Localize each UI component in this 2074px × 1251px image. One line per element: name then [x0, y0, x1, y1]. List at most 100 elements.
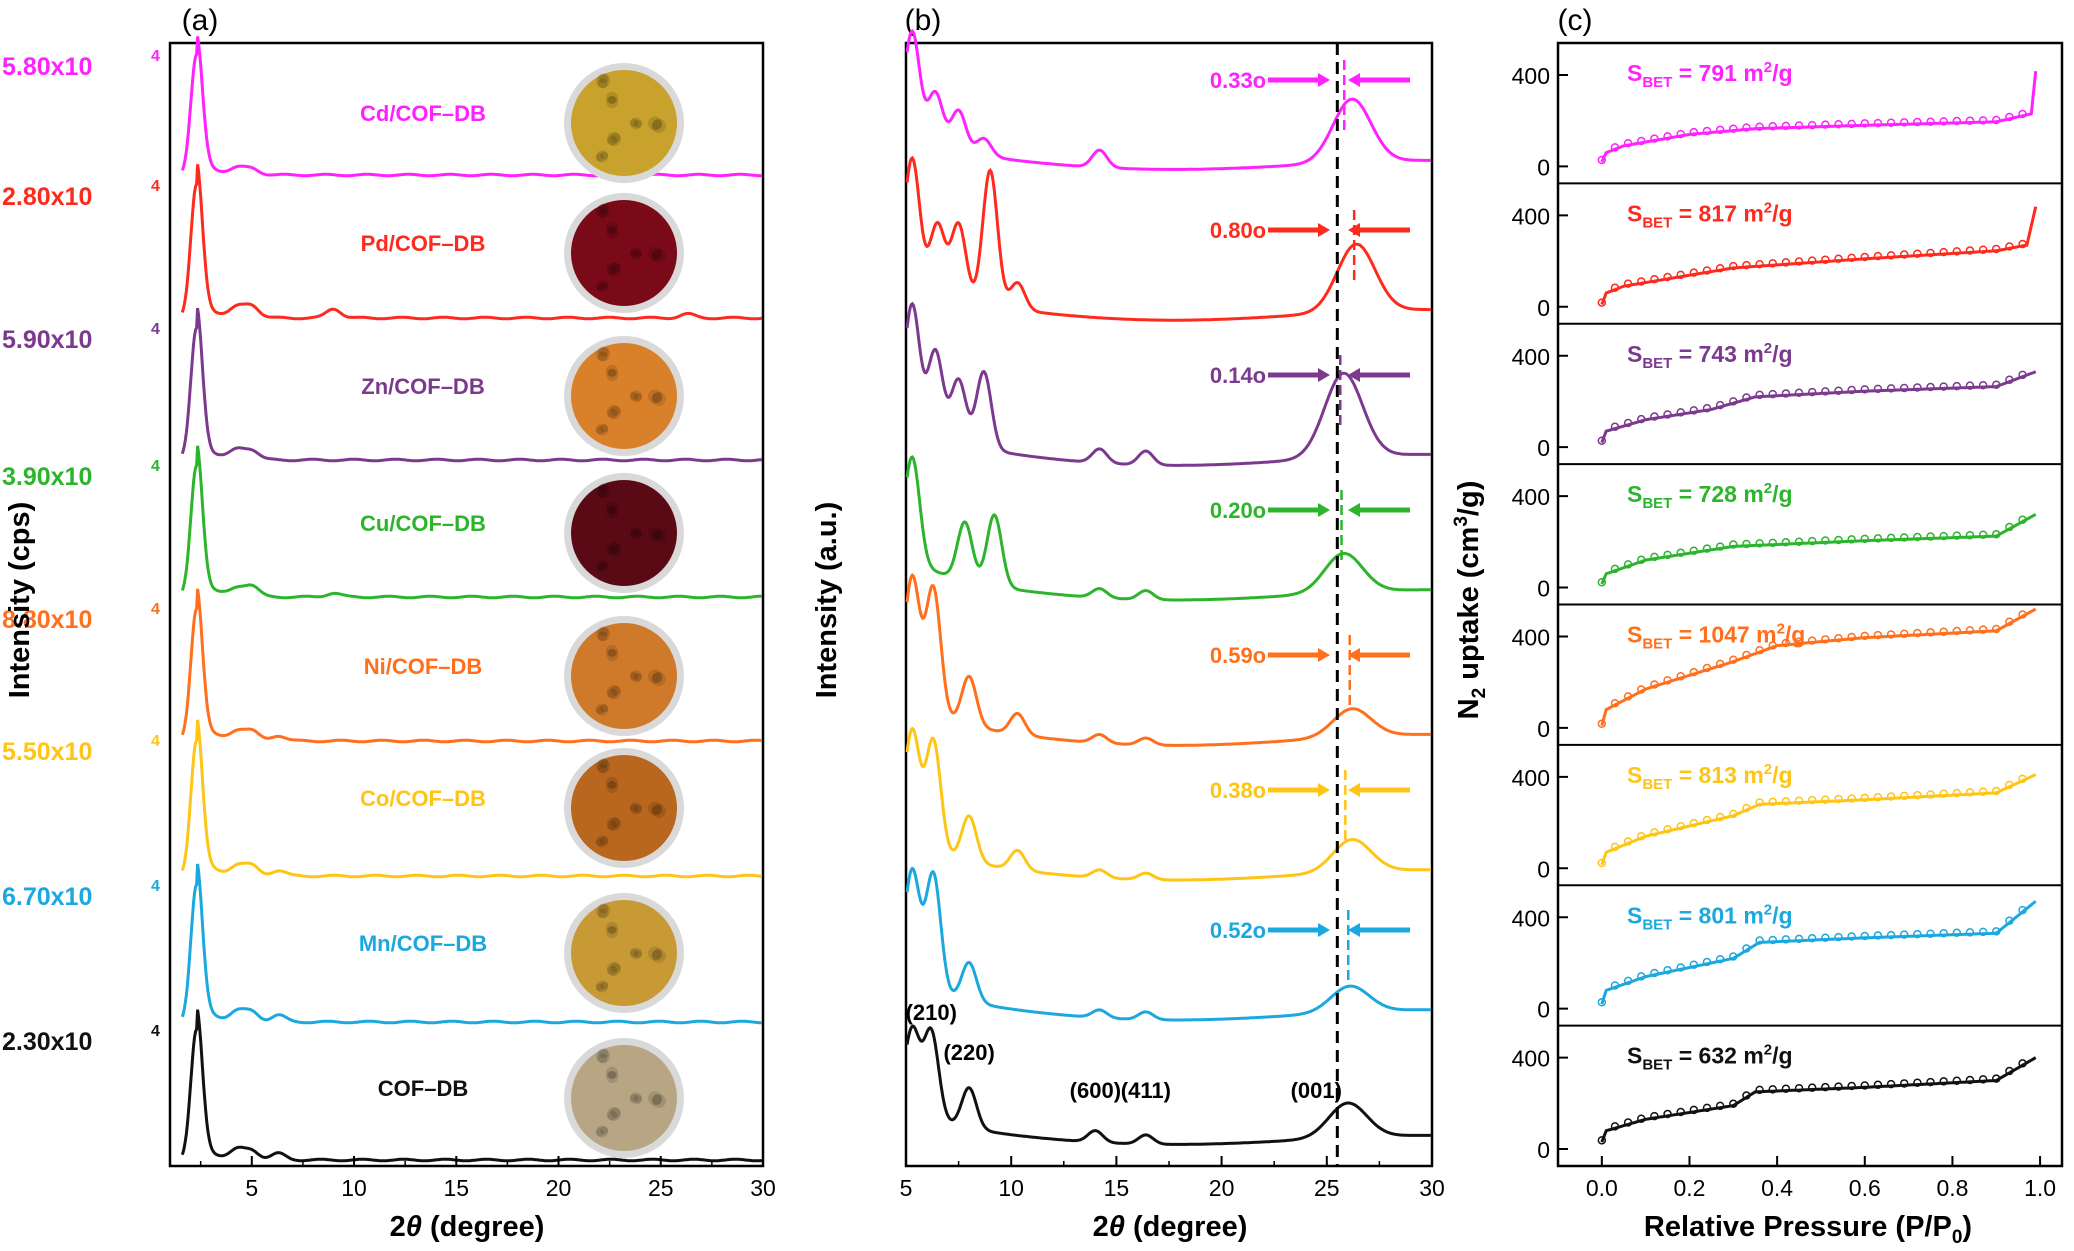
- photo-grain: [651, 804, 662, 815]
- isotherm-marker: [2018, 109, 2027, 119]
- isotherm-marker: [1834, 254, 1843, 264]
- photo-grain: [607, 1110, 618, 1121]
- isotherm-marker: [1637, 972, 1646, 981]
- photo-grain: [647, 116, 662, 131]
- photo-grain: [606, 405, 621, 420]
- isotherm-marker: [1650, 134, 1659, 143]
- photo-grain: [597, 351, 608, 362]
- photo-grain: [597, 1053, 608, 1064]
- photo-grain: [647, 1091, 662, 1106]
- photo-grain: [596, 203, 611, 218]
- isotherm-marker: [1807, 1083, 1817, 1092]
- photo-grain: [633, 392, 642, 401]
- isotherm-marker: [1926, 382, 1935, 392]
- isotherm-line: [1600, 513, 2037, 585]
- photo-grain: [596, 1048, 611, 1063]
- isotherm-marker: [1768, 935, 1777, 945]
- photo-grain: [606, 781, 619, 794]
- isotherm-marker: [1913, 532, 1922, 542]
- photo-grain: [605, 921, 618, 934]
- photo-grain: [651, 119, 662, 130]
- photo-grain: [633, 672, 642, 681]
- xrd-trace-5: [180, 719, 763, 879]
- isotherm-marker: [1623, 560, 1633, 569]
- isotherm-marker: [1821, 255, 1830, 264]
- isotherm-marker: [1886, 630, 1896, 639]
- isotherm-marker: [1821, 635, 1830, 644]
- isotherm-marker: [1821, 795, 1830, 804]
- isotherm-marker: [1663, 676, 1672, 685]
- isotherm-marker: [1755, 390, 1764, 400]
- isotherm-marker: [1860, 252, 1870, 262]
- isotherm-marker: [1597, 436, 1607, 445]
- x-axis-title: 2θ (degree): [1093, 1211, 1248, 1243]
- isotherm-marker: [1899, 383, 1909, 393]
- photo-grain: [607, 545, 618, 556]
- scale-label: 2.80x10: [2, 183, 92, 211]
- isotherm-marker: [1847, 932, 1856, 941]
- shift-arrowhead-left: [1348, 368, 1360, 382]
- isotherm-marker: [1926, 790, 1935, 799]
- isotherm-marker: [1623, 976, 1633, 986]
- isotherm-marker: [2005, 242, 2014, 251]
- photo-grain: [629, 802, 642, 815]
- xrd-trace-3: [180, 445, 762, 600]
- photo-grain: [595, 838, 604, 847]
- photo-grain: [630, 804, 638, 812]
- panel-a: (a) 5.80x10 4 Cd/COF–DB 2.80x10 4 Pd/COF–DB 5.9…: [2, 4, 776, 1243]
- isotherm-marker: [1965, 626, 1975, 635]
- shift-arrowhead-left: [1348, 648, 1360, 662]
- photo-grain: [606, 649, 619, 662]
- isotherm-marker: [1689, 406, 1699, 415]
- photo-grain: [598, 203, 609, 214]
- isotherm-line: [1600, 900, 2037, 1005]
- photo-grain: [651, 118, 666, 133]
- isotherm-marker: [2018, 610, 2027, 619]
- isotherm-marker: [1807, 795, 1817, 805]
- photo-grain: [598, 1048, 609, 1059]
- sample-name: Zn/COF–DB: [361, 374, 484, 399]
- xrd-trace-6: [180, 863, 762, 1025]
- isotherm-marker: [1978, 116, 1988, 125]
- isotherm-marker: [1676, 270, 1685, 280]
- sample-name: Cd/COF–DB: [360, 101, 486, 126]
- isotherm-marker: [1939, 382, 1948, 391]
- isotherm-marker: [1742, 539, 1751, 549]
- isotherm-marker: [1610, 283, 1620, 293]
- isotherm-marker: [1834, 794, 1843, 804]
- photo-grain: [598, 758, 609, 769]
- photo-grain: [605, 501, 618, 514]
- photo-grain: [651, 803, 666, 818]
- isotherm-marker: [1939, 928, 1948, 938]
- isotherm-marker: [1939, 531, 1948, 541]
- isotherm-marker: [1873, 251, 1883, 261]
- isotherm-marker: [1952, 1076, 1962, 1085]
- isotherm-marker: [1729, 809, 1738, 819]
- isotherm-marker: [1807, 934, 1817, 943]
- shift-arrowhead-right: [1318, 503, 1330, 517]
- scale-exponent: 4: [151, 1023, 160, 1040]
- photo-grain: [600, 561, 609, 570]
- isotherm-marker: [1715, 400, 1725, 410]
- x-tick-label: 25: [648, 1175, 674, 1201]
- photo-grain: [629, 947, 642, 960]
- scale-exponent: 4: [151, 178, 160, 195]
- scale-label: 5.80x10: [2, 53, 92, 81]
- x-axis-title: Relative Pressure (P/P0): [1644, 1211, 1972, 1248]
- isotherm-marker: [1992, 927, 2001, 936]
- isotherm-marker: [1992, 786, 2001, 796]
- isotherm-marker: [1597, 1136, 1607, 1145]
- isotherm-marker: [1860, 534, 1870, 544]
- photo-grain: [651, 949, 662, 960]
- isotherm-line: [1600, 370, 2037, 444]
- isotherm-marker: [1755, 122, 1764, 131]
- x-tick-label: 5: [900, 1175, 913, 1201]
- isotherm-marker: [1847, 385, 1856, 395]
- x-tick-label: 0.6: [1849, 1175, 1881, 1201]
- photo-grain: [608, 925, 617, 934]
- isotherm-marker: [1742, 1091, 1751, 1100]
- x-tick-label: 30: [750, 1175, 776, 1201]
- isotherm-marker: [1663, 1109, 1672, 1119]
- isotherm-marker: [1768, 538, 1777, 548]
- photo-grain: [598, 73, 609, 84]
